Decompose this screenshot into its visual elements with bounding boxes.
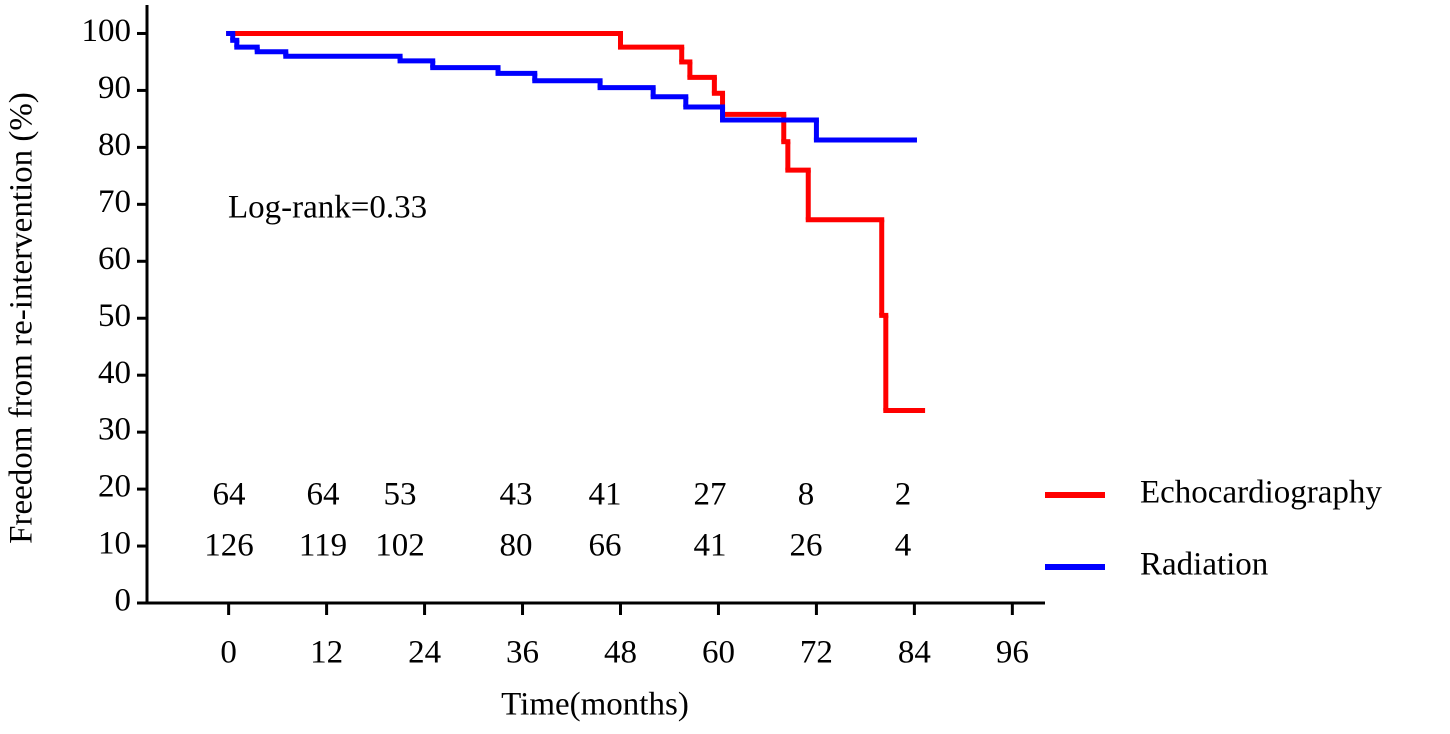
y-tick-label: 70 <box>98 184 131 220</box>
annotation: Log-rank=0.33 <box>228 190 427 226</box>
y-tick-label: 40 <box>98 355 131 391</box>
at-risk-count: 102 <box>375 528 425 564</box>
x-tick-label: 96 <box>996 635 1029 671</box>
at-risk-count: 80 <box>500 528 533 564</box>
y-tick-label: 30 <box>98 412 131 448</box>
y-tick-label: 10 <box>98 526 131 562</box>
y-tick-label: 60 <box>98 241 131 277</box>
at-risk-count: 43 <box>500 477 533 513</box>
x-axis-label: Time(months) <box>501 687 689 723</box>
x-tick-label: 36 <box>506 635 539 671</box>
x-tick-label: 60 <box>702 635 735 671</box>
y-tick-label: 90 <box>98 70 131 106</box>
x-tick-label: 0 <box>220 635 237 671</box>
x-tick-label: 84 <box>898 635 931 671</box>
x-tick-label: 12 <box>310 635 343 671</box>
x-tick-label: 24 <box>408 635 441 671</box>
at-risk-count: 53 <box>384 477 417 513</box>
y-tick-label: 50 <box>98 298 131 334</box>
at-risk-count: 26 <box>790 528 823 564</box>
legend-label: Echocardiography <box>1140 475 1382 511</box>
x-tick-label: 72 <box>800 635 833 671</box>
y-tick-label: 80 <box>98 127 131 163</box>
legend-label: Radiation <box>1140 547 1268 583</box>
at-risk-count: 126 <box>204 528 254 564</box>
at-risk-count: 41 <box>694 528 727 564</box>
y-tick-label: 20 <box>98 469 131 505</box>
at-risk-count: 2 <box>895 477 912 513</box>
at-risk-count: 27 <box>694 477 727 513</box>
at-risk-count: 4 <box>895 528 912 564</box>
at-risk-count: 41 <box>589 477 622 513</box>
x-tick-label: 48 <box>604 635 637 671</box>
at-risk-count: 119 <box>299 528 347 564</box>
y-axis-label: Freedom from re-intervention (%) <box>4 92 40 544</box>
y-tick-label: 0 <box>115 583 132 619</box>
y-tick-label: 100 <box>82 13 132 49</box>
at-risk-count: 64 <box>213 477 246 513</box>
at-risk-count: 8 <box>798 477 815 513</box>
at-risk-count: 66 <box>589 528 622 564</box>
at-risk-count: 64 <box>307 477 340 513</box>
